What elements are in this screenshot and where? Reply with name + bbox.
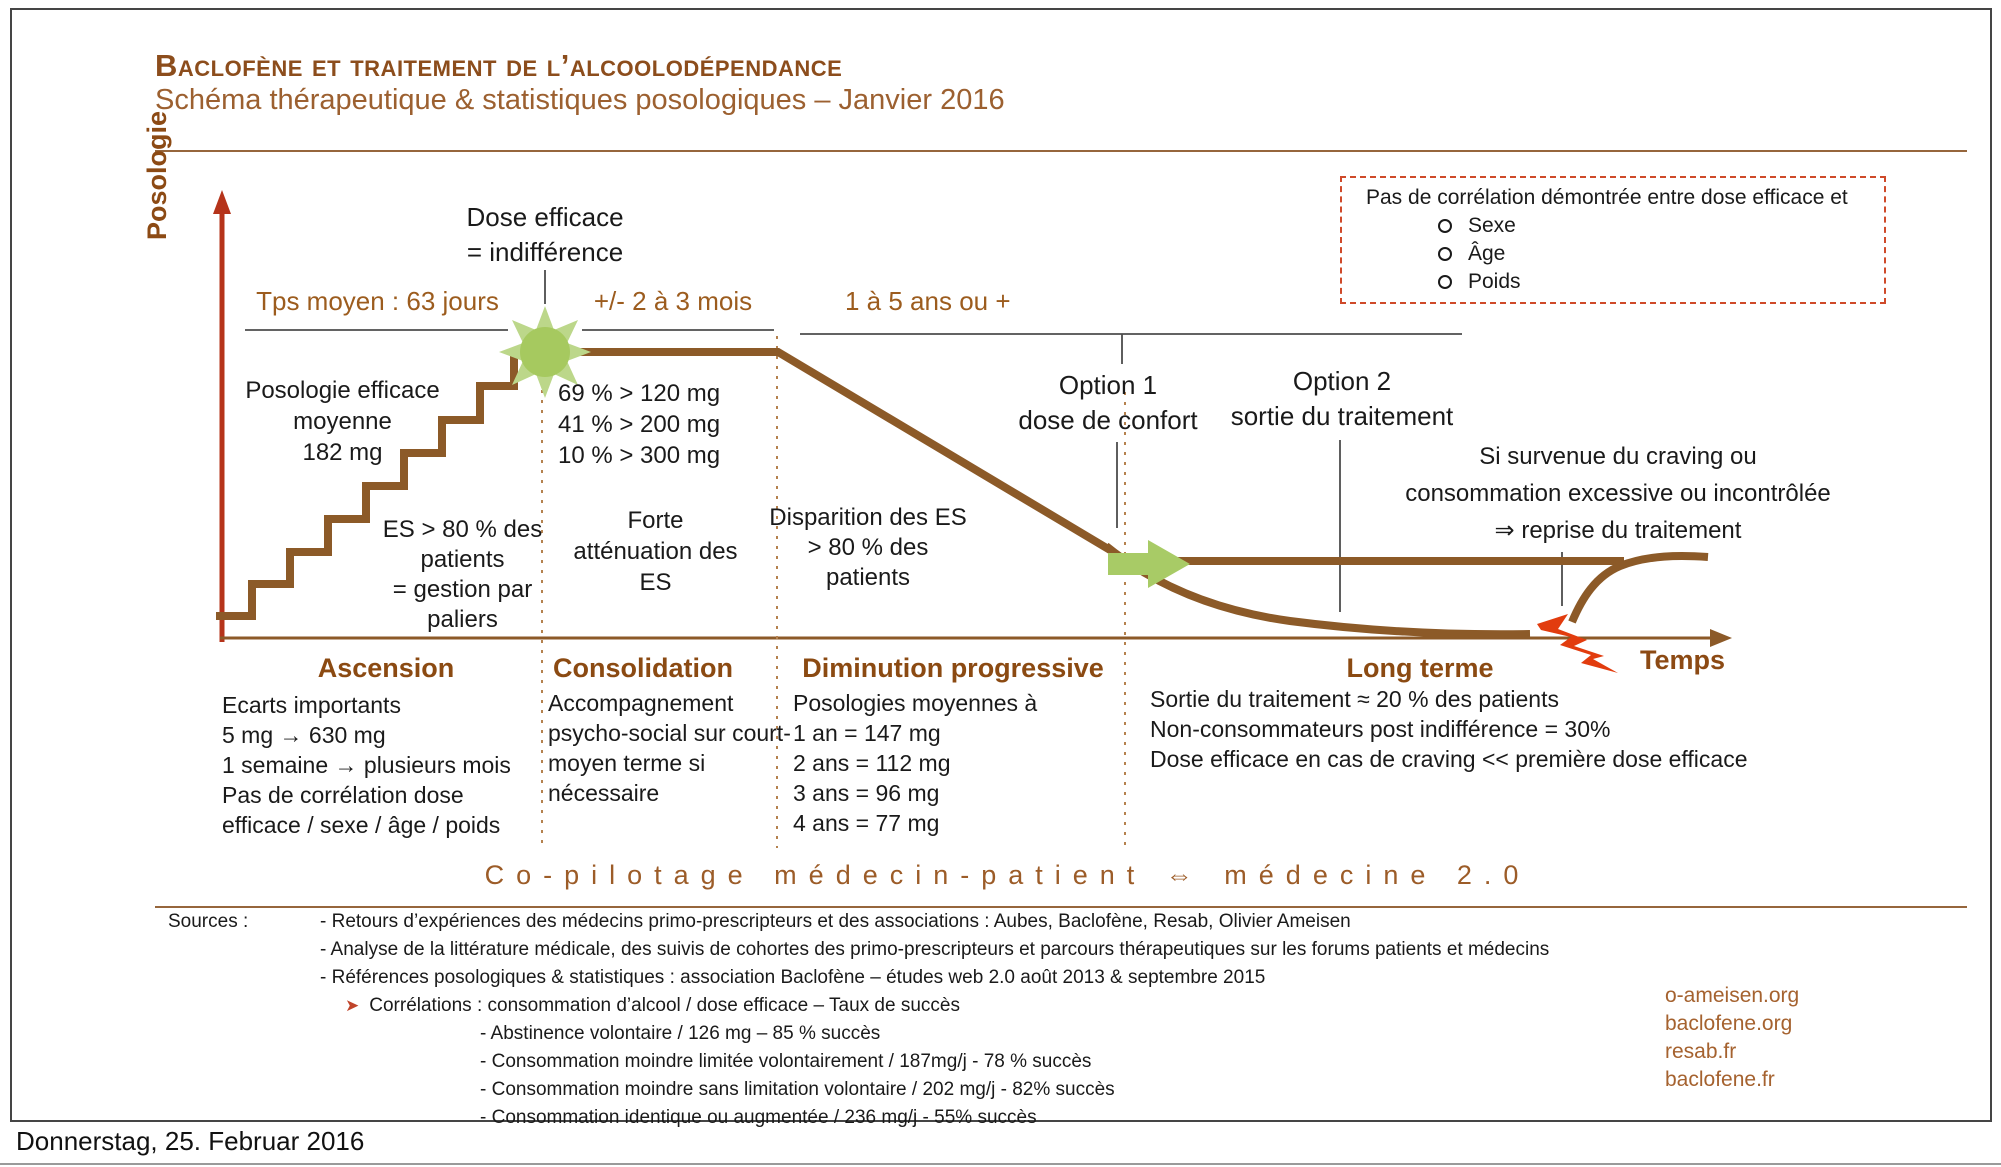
link-baclofene-org[interactable]: baclofene.org bbox=[1665, 1012, 1793, 1035]
circle-bullet-icon bbox=[1438, 275, 1452, 289]
link-resab[interactable]: resab.fr bbox=[1665, 1040, 1737, 1063]
option2-annotation: Option 2 sortie du traitement bbox=[1230, 366, 1454, 431]
phase-notes-diminution: Posologies moyennes à 1 an = 147 mg 2 an… bbox=[793, 690, 1038, 836]
x-axis-label: Temps bbox=[1640, 645, 1726, 675]
posologie-moyenne-annotation: Posologie efficace moyenne 182 mg bbox=[245, 377, 440, 466]
phase-divider-lines bbox=[541, 336, 1126, 848]
circle-bullet-icon bbox=[1438, 219, 1452, 233]
ascension-duration-label: Tps moyen : 63 jours bbox=[256, 286, 499, 316]
es-patients-annotation: ES > 80 % des patients = gestion par pal… bbox=[382, 516, 543, 633]
list-item: Sexe bbox=[1438, 214, 1884, 238]
circle-bullet-icon bbox=[1438, 247, 1452, 261]
phase-label-ascension: Ascension bbox=[317, 653, 455, 683]
slide-border bbox=[10, 8, 1992, 1122]
window-bottom-edge bbox=[0, 1163, 2001, 1165]
phase-label-diminution: Diminution progressive bbox=[802, 653, 1104, 683]
comfort-dose-arrow-icon bbox=[1108, 540, 1190, 588]
link-o-ameisen[interactable]: o-ameisen.org bbox=[1665, 984, 1800, 1007]
correlation-item-label: Poids bbox=[1468, 270, 1521, 293]
y-axis-label: Posologie bbox=[142, 110, 172, 240]
x-axis bbox=[220, 629, 1732, 647]
title-rule bbox=[155, 150, 1967, 152]
correlation-item-label: Âge bbox=[1468, 242, 1506, 265]
dose-curve-reprise bbox=[1568, 551, 1709, 624]
correlations-title: Corrélations : consommation d’alcool / d… bbox=[369, 995, 960, 1016]
footer-date: Donnerstag, 25. Februar 2016 bbox=[16, 1126, 365, 1156]
correlation-item-label: Sexe bbox=[1468, 214, 1516, 237]
arrow-bullet-icon: ➤ bbox=[345, 996, 360, 1015]
slide-title: Baclofène et traitement de l’alcoolodépe… bbox=[155, 48, 843, 83]
sources-lines: - Retours d’expériences des médecins pri… bbox=[320, 911, 1550, 988]
phase-label-consolidation: Consolidation bbox=[553, 653, 733, 683]
craving-annotation: Si survenue du craving ou consommation e… bbox=[1405, 443, 1831, 544]
list-item: Âge bbox=[1438, 242, 1884, 266]
copilotage-strapline: Co-pilotage médecin-patient ⇔ médecine 2… bbox=[484, 860, 1531, 890]
website-links: o-ameisen.org baclofene.org resab.fr bac… bbox=[1665, 982, 1799, 1094]
no-correlation-title: Pas de corrélation démontrée entre dose … bbox=[1366, 186, 1848, 209]
phase-label-long-terme: Long terme bbox=[1346, 653, 1494, 683]
connector-lines bbox=[245, 270, 1563, 612]
indifference-sun-icon bbox=[499, 306, 591, 398]
no-correlation-box: Pas de corrélation démontrée entre dose … bbox=[1340, 176, 1886, 304]
correlations-items: - Abstinence volontaire / 126 mg – 85 % … bbox=[480, 1023, 1115, 1128]
consolidation-stats-annotation: 69 % > 120 mg 41 % > 200 mg 10 % > 300 m… bbox=[558, 380, 721, 469]
dose-efficace-annotation: Dose efficace = indifférence bbox=[466, 202, 624, 267]
craving-lightning-icon bbox=[1537, 614, 1618, 673]
forte-attenuation-annotation: Forte atténuation des ES bbox=[573, 507, 738, 596]
copilotage-rule bbox=[155, 906, 1967, 908]
consolidation-duration-label: +/- 2 à 3 mois bbox=[593, 286, 753, 316]
list-item: Poids bbox=[1438, 270, 1884, 294]
diminution-duration-label: 1 à 5 ans ou + bbox=[845, 286, 1011, 316]
slide-subtitle: Schéma thérapeutique & statistiques poso… bbox=[155, 84, 1005, 116]
option1-annotation: Option 1 dose de confort bbox=[1018, 370, 1198, 435]
y-axis bbox=[213, 190, 231, 642]
correlations-title-row: ➤ Corrélations : consommation d’alcool /… bbox=[345, 992, 960, 1020]
sources-label: Sources : bbox=[168, 911, 249, 932]
phase-notes-consolidation: Accompagnement psycho-social sur court- … bbox=[548, 690, 791, 806]
phase-notes-ascension: Ecarts importants 5 mg → 630 mg 1 semain… bbox=[222, 692, 511, 838]
phase-notes-long-terme: Sortie du traitement ≈ 20 % des patients… bbox=[1150, 686, 1748, 772]
disparition-es-annotation: Disparition des ES > 80 % des patients bbox=[769, 504, 967, 591]
link-baclofene-fr[interactable]: baclofene.fr bbox=[1665, 1068, 1775, 1091]
dose-curve-ascension bbox=[216, 348, 1113, 620]
